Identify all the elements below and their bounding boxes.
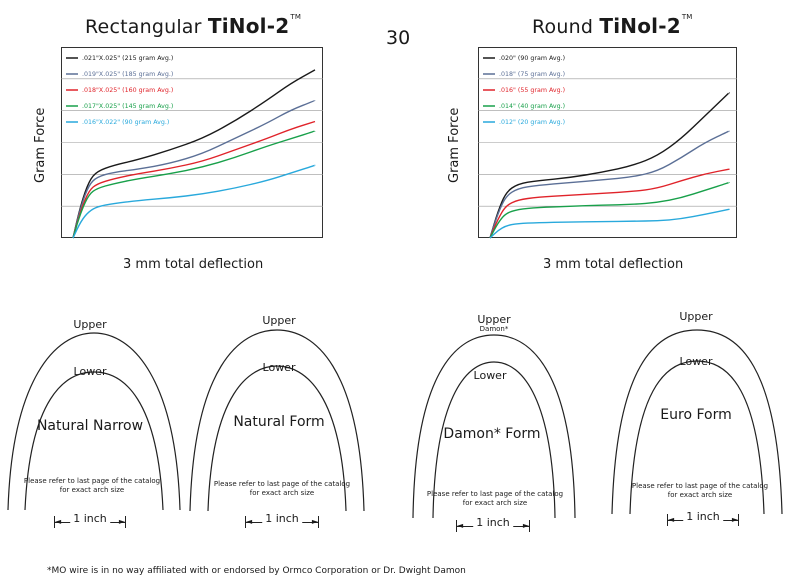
series-line	[72, 164, 316, 239]
series-line	[72, 120, 316, 239]
arch-label-upper: Upper	[679, 310, 713, 323]
scale-label: 1 inch	[70, 512, 110, 525]
one-inch-scale: ◄ ► 1 inch	[54, 512, 126, 528]
scale-label: 1 inch	[473, 516, 513, 529]
chart-legend: .020" (90 gram Avg.) .018" (75 gram Avg.)…	[483, 55, 565, 126]
series-line	[489, 92, 730, 239]
arrow-right-icon: ►	[522, 521, 529, 530]
series-line	[72, 99, 316, 239]
arch-label-upper-sub: Damon*	[479, 325, 509, 333]
arch-form-name: Natural Form	[233, 414, 325, 430]
arch-label-upper: Upper	[262, 314, 296, 327]
series-line	[489, 208, 730, 239]
y-axis-label: Gram Force	[447, 107, 462, 183]
arch-label-lower: Lower	[473, 369, 507, 382]
legend-entry: .018"X.025" (160 gram Avg.)	[82, 87, 173, 94]
series-line	[489, 130, 730, 239]
arch-label-lower: Lower	[73, 365, 107, 378]
legend-entry: .020" (90 gram Avg.)	[499, 55, 565, 62]
chart-title-rectangular: Rectangular TiNol-2TM	[85, 13, 301, 38]
arch-form-name: Natural Narrow	[36, 418, 144, 434]
chart-title-plain: Rectangular	[85, 16, 202, 38]
arch-size-note: Please refer to last page of the catalog…	[23, 477, 161, 494]
scale-label: 1 inch	[262, 512, 302, 525]
arch-label-upper: Upper	[73, 318, 107, 331]
arch-label-lower: Lower	[262, 361, 296, 374]
x-axis-label: 3 mm total deflection	[123, 257, 264, 272]
arch-diagram-natural-narrow	[7, 332, 181, 511]
legend-entry: .014" (40 gram Avg.)	[499, 103, 565, 110]
y-axis-label: Gram Force	[33, 107, 48, 183]
arch-size-note: Please refer to last page of the catalog…	[213, 480, 351, 497]
one-inch-scale: ◄ ► 1 inch	[456, 516, 530, 532]
legend-entry: .019"X.025" (185 gram Avg.)	[82, 71, 173, 78]
chart-title-brand: TiNol-2	[599, 14, 681, 38]
arch-diagram-damon-form	[412, 334, 576, 519]
series-line	[72, 69, 316, 239]
series-line	[489, 181, 730, 239]
series-line	[489, 168, 730, 239]
legend-entry: .018" (75 gram Avg.)	[499, 71, 565, 78]
legend-entry: .016"X.022" (90 gram Avg.)	[82, 119, 169, 126]
legend-entry: .017"X.025" (145 gram Avg.)	[82, 103, 173, 110]
scale-label: 1 inch	[683, 510, 723, 523]
footnote: *MO wire is in no way affiliated with or…	[47, 566, 466, 576]
arch-size-note: Please refer to last page of the catalog…	[426, 490, 564, 507]
trademark-mark: TM	[290, 13, 302, 21]
chart-title-round: Round TiNol-2TM	[532, 13, 693, 38]
arch-form-name: Euro Form	[660, 407, 732, 423]
one-inch-scale: ◄ ► 1 inch	[245, 512, 319, 528]
arrow-right-icon: ►	[311, 517, 318, 526]
line-chart-round: .020" (90 gram Avg.) .018" (75 gram Avg.)…	[478, 47, 737, 239]
arrow-left-icon: ◄	[668, 515, 675, 524]
x-axis-label: 3 mm total deflection	[543, 257, 684, 272]
page-number: 30	[386, 27, 411, 49]
arrow-left-icon: ◄	[246, 517, 253, 526]
chart-title-plain: Round	[532, 16, 594, 38]
series-line	[72, 130, 316, 239]
arch-form-name: Damon* Form	[443, 426, 541, 442]
arch-diagram-natural-form	[189, 329, 365, 512]
arrow-right-icon: ►	[731, 515, 738, 524]
chart-legend: .021"X.025" (215 gram Avg.) .019"X.025" (…	[66, 55, 173, 126]
arrow-left-icon: ◄	[55, 517, 62, 526]
trademark-mark: TM	[681, 13, 693, 21]
arrow-right-icon: ►	[118, 517, 125, 526]
line-chart-rectangular: .021"X.025" (215 gram Avg.) .019"X.025" (…	[61, 47, 323, 239]
chart-title-brand: TiNol-2	[207, 14, 290, 38]
one-inch-scale: ◄ ► 1 inch	[667, 510, 739, 526]
arch-label-upper: Upper	[477, 313, 511, 326]
arch-label-lower: Lower	[679, 355, 713, 368]
arch-size-note: Please refer to last page of the catalog…	[631, 482, 769, 499]
arch-diagram-euro-form	[611, 329, 783, 515]
legend-entry: .016" (55 gram Avg.)	[499, 87, 565, 94]
legend-entry: .012" (20 gram Avg.)	[499, 119, 565, 126]
legend-entry: .021"X.025" (215 gram Avg.)	[82, 55, 173, 62]
arrow-left-icon: ◄	[457, 521, 464, 530]
